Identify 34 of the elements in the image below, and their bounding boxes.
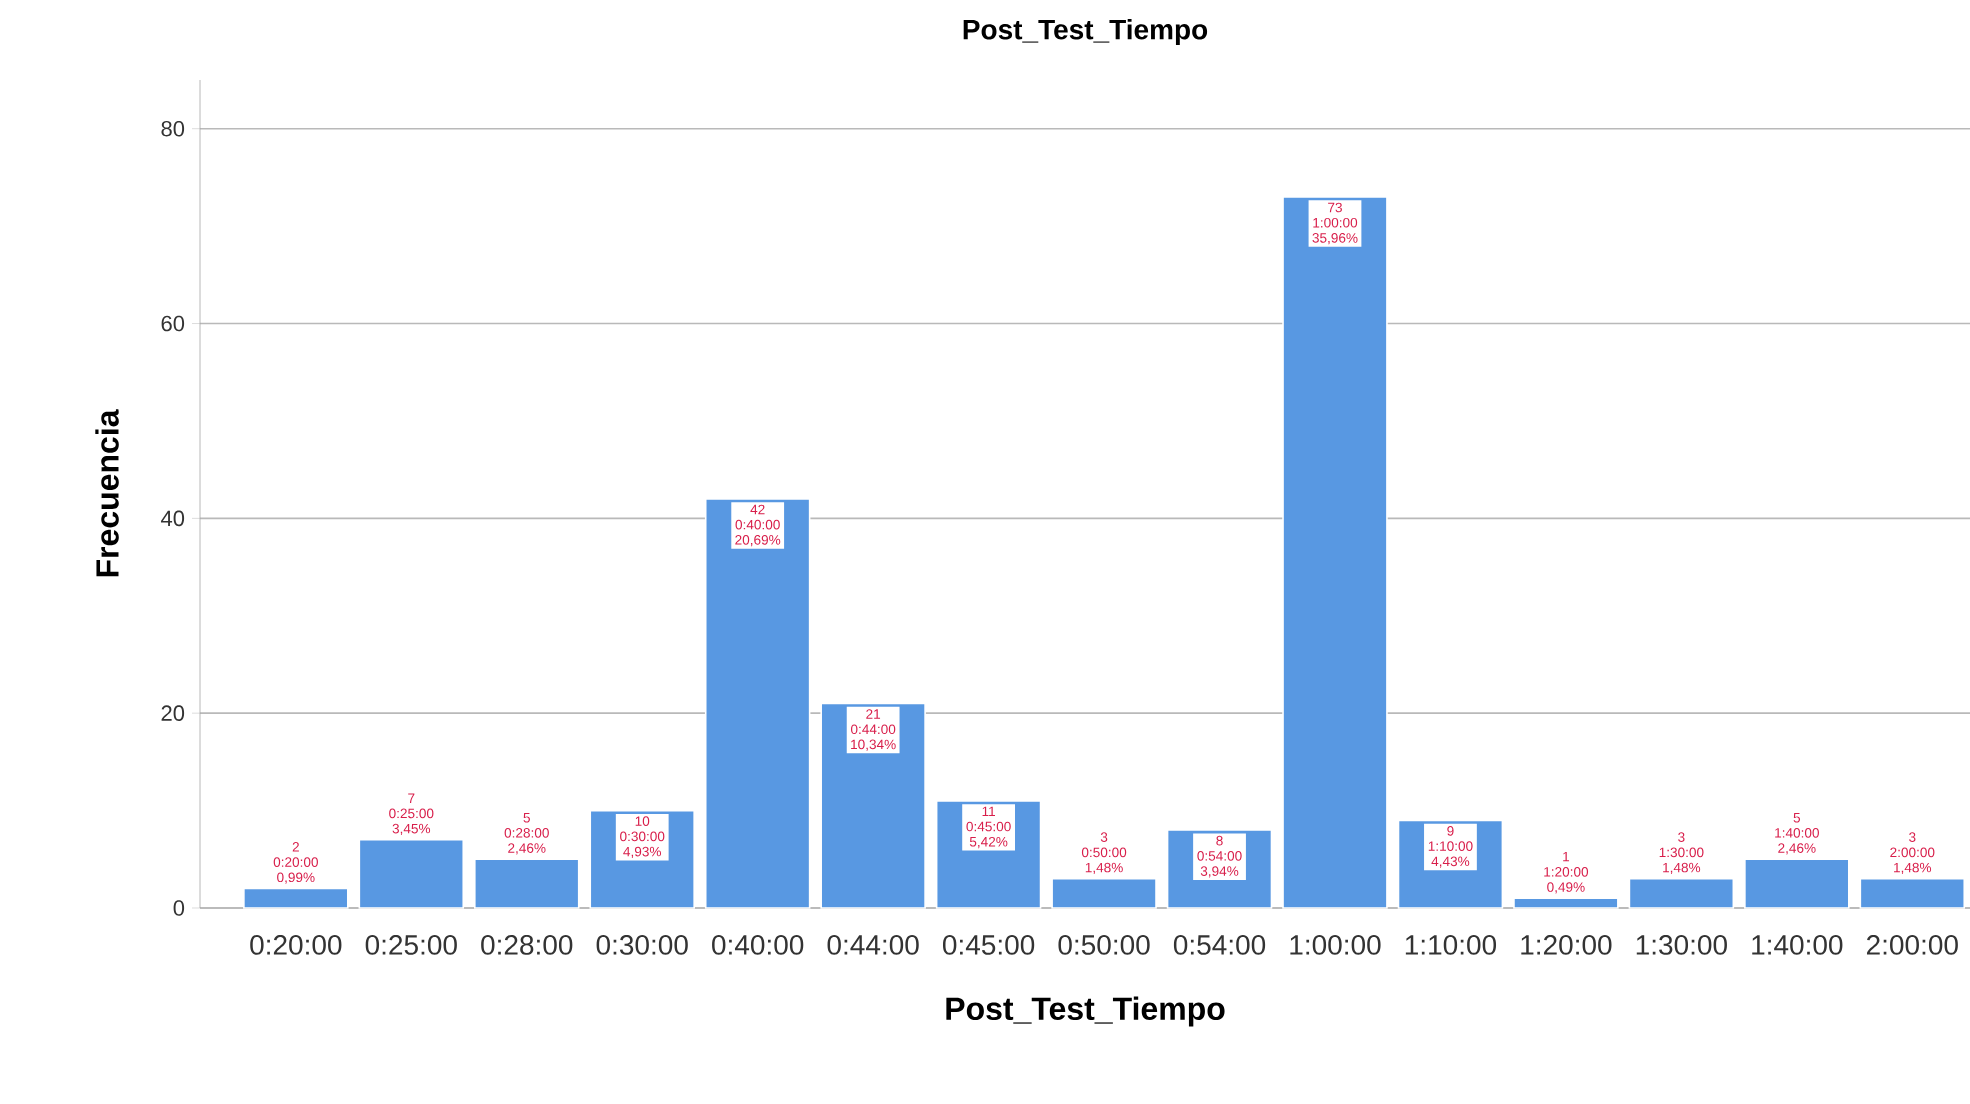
x-tick-label: 0:40:00: [712, 935, 804, 955]
x-tick-label: 2:00:00: [1866, 935, 1958, 955]
y-tick-label: 20: [161, 705, 185, 721]
x-tick-label: 1:10:00: [1405, 935, 1497, 955]
x-tick-label: 0:28:00: [481, 935, 573, 955]
x-tick-label: 0:50:00: [1058, 935, 1150, 955]
bar: [1513, 897, 1619, 909]
bar: [820, 702, 926, 909]
x-tick-label: 0:54:00: [1173, 935, 1266, 955]
y-tick-label: 40: [160, 510, 185, 527]
x-tick-label: 1:20:00: [1521, 935, 1612, 955]
bar: [1282, 196, 1388, 909]
y-tick-label: 0: [173, 900, 185, 916]
x-tick-label: 1:30:00: [1636, 935, 1727, 955]
chart-title: Post_Test_Tiempo: [963, 18, 1208, 46]
x-tick-label: 0:30:00: [596, 935, 688, 955]
bar: [243, 887, 349, 909]
bar: [704, 498, 811, 909]
bar: [1744, 858, 1850, 909]
y-tick-label: 60: [161, 315, 185, 332]
x-tick-label: 0:45:00: [942, 935, 1035, 955]
x-tick-label: 0:25:00: [365, 935, 457, 955]
x-tick-label: 1:00:00: [1290, 935, 1381, 955]
bar: [1628, 877, 1735, 909]
x-tick-label: 0:20:00: [250, 935, 342, 955]
x-tick-label: 1:40:00: [1752, 935, 1843, 955]
y-tick-label: 80: [161, 120, 185, 137]
x-axis-title: Post_Test_Tiempo: [946, 996, 1225, 1027]
x-tick-label: 0:44:00: [827, 935, 919, 955]
y-axis-title: Frecuencia: [95, 409, 119, 577]
bar: [358, 839, 465, 909]
bar: [1051, 877, 1157, 909]
bar: [1859, 877, 1966, 909]
bar: [474, 858, 580, 909]
